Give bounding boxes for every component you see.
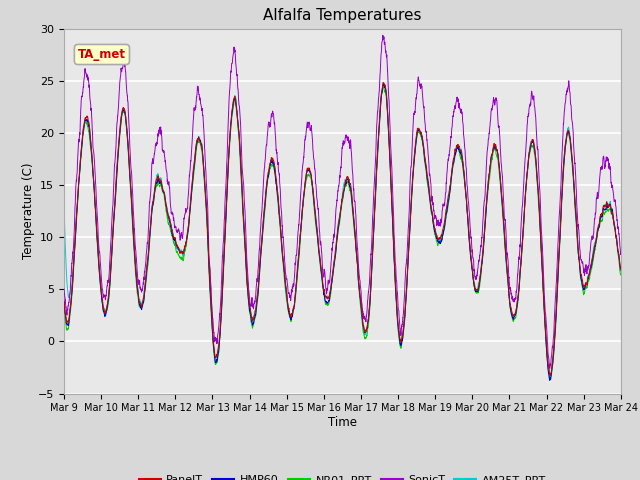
Title: Alfalfa Temperatures: Alfalfa Temperatures [263,9,422,24]
Text: TA_met: TA_met [78,48,126,61]
Y-axis label: Temperature (C): Temperature (C) [22,163,35,260]
Legend: PanelT, HMP60, NR01_PRT, SonicT, AM25T_PRT: PanelT, HMP60, NR01_PRT, SonicT, AM25T_P… [134,470,550,480]
X-axis label: Time: Time [328,416,357,429]
